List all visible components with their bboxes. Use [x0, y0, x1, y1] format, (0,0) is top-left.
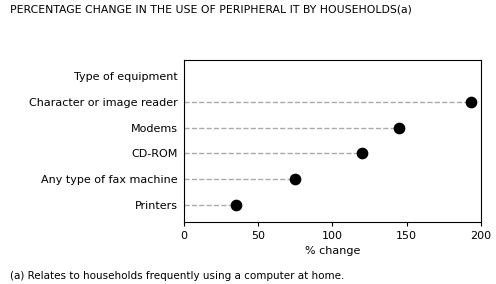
Point: [232, 202, 240, 207]
Text: (a) Relates to households frequently using a computer at home.: (a) Relates to households frequently usi…: [10, 271, 344, 281]
Point: [467, 100, 475, 104]
X-axis label: % change: % change: [305, 246, 360, 256]
Text: PERCENTAGE CHANGE IN THE USE OF PERIPHERAL IT BY HOUSEHOLDS(a): PERCENTAGE CHANGE IN THE USE OF PERIPHER…: [10, 4, 412, 14]
Point: [358, 151, 366, 156]
Point: [395, 126, 403, 130]
Point: [291, 177, 299, 181]
